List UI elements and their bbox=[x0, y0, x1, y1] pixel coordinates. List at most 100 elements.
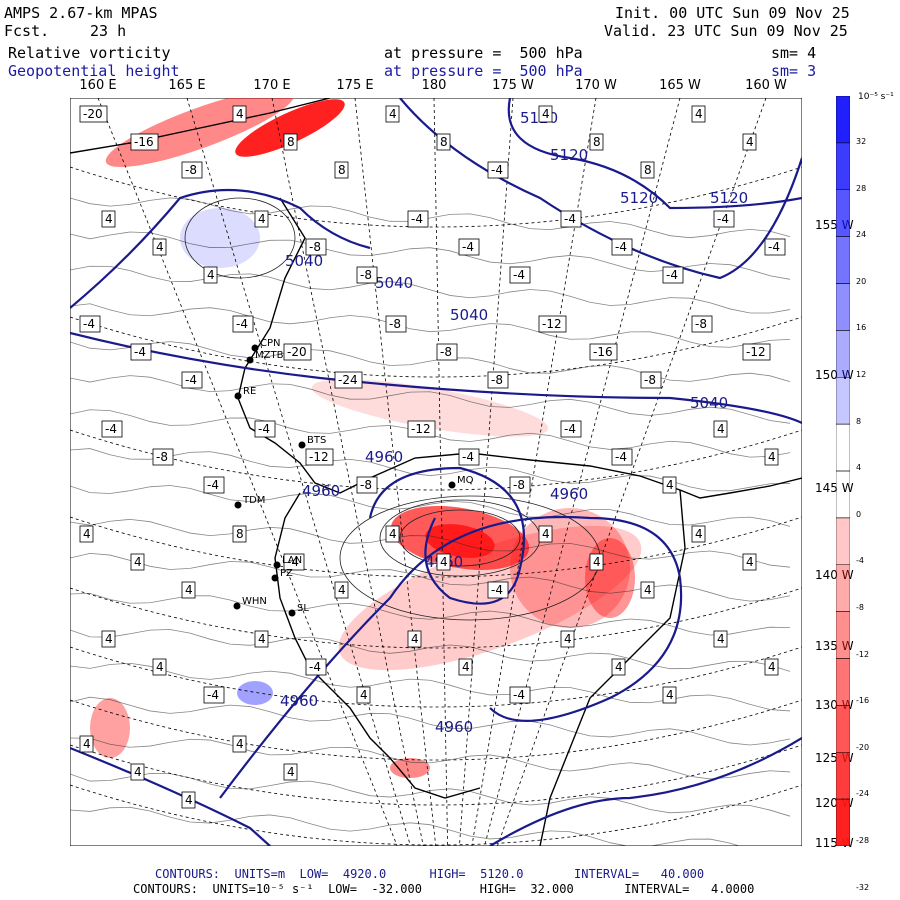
vorticity-fill bbox=[237, 681, 273, 705]
vorticity-label-box bbox=[101, 210, 116, 228]
height-label: 5040 bbox=[375, 274, 413, 292]
vorticity-label: 4 bbox=[746, 555, 754, 569]
colorbar-cell bbox=[836, 283, 850, 331]
colorbar-cell bbox=[836, 798, 850, 846]
colorbar-cell bbox=[836, 752, 850, 800]
vorticity-label: -20 bbox=[287, 345, 307, 359]
station-dot bbox=[234, 392, 242, 400]
vorticity-label: 4 bbox=[134, 555, 142, 569]
height-contour bbox=[70, 188, 371, 309]
vorticity-label: -4 bbox=[564, 212, 576, 226]
vorticity-label-box bbox=[742, 133, 757, 151]
vorticity-label: 4 bbox=[542, 527, 550, 541]
vorticity-label-box bbox=[538, 315, 567, 333]
vorticity-label: 4 bbox=[83, 527, 91, 541]
vorticity-label: 4 bbox=[156, 660, 164, 674]
colorbar-cell bbox=[836, 423, 850, 472]
colorbar-tick: -24 bbox=[856, 789, 870, 799]
latitude-circle bbox=[70, 316, 802, 378]
vorticity-label-box bbox=[589, 553, 604, 571]
vorticity-label-box bbox=[254, 420, 276, 438]
field1-name: Relative vorticity bbox=[8, 44, 171, 62]
lon-label: 175 W bbox=[492, 78, 534, 93]
vorticity-contour bbox=[70, 696, 791, 746]
vorticity-label-box bbox=[662, 476, 677, 494]
vorticity-label: -8 bbox=[309, 240, 321, 254]
vorticity-label: 4 bbox=[360, 688, 368, 702]
vorticity-label-box bbox=[713, 630, 728, 648]
colorbar-cell bbox=[836, 236, 850, 284]
colorbar-cell bbox=[836, 470, 850, 519]
station-dot bbox=[234, 501, 242, 509]
vorticity-label: -4 bbox=[717, 212, 729, 226]
model-name: AMPS 2.67-km MPAS bbox=[4, 4, 158, 22]
coastline-path bbox=[274, 492, 481, 799]
height-label: 5120 bbox=[710, 189, 748, 207]
colorbar-tick: -4 bbox=[856, 556, 864, 566]
vorticity-label-box bbox=[436, 133, 451, 151]
vorticity-label: 8 bbox=[338, 163, 346, 177]
vorticity-label-box bbox=[283, 133, 298, 151]
vorticity-label: -4 bbox=[513, 688, 525, 702]
station-label: TDM bbox=[242, 495, 265, 506]
field2-smoothing: sm= 3 bbox=[771, 62, 817, 80]
vorticity-label-box bbox=[560, 420, 582, 438]
forecast-label: Fcst. bbox=[4, 22, 50, 40]
vorticity-label: 4 bbox=[389, 107, 397, 121]
latitude-circle bbox=[70, 699, 802, 761]
meridian-line bbox=[459, 98, 514, 846]
vorticity-label-box bbox=[232, 735, 247, 753]
lon-label: 170 W bbox=[575, 78, 617, 93]
vorticity-label-box bbox=[305, 658, 327, 676]
vorticity-label: 8 bbox=[287, 135, 295, 149]
vorticity-label: 4 bbox=[768, 660, 776, 674]
coastline-path bbox=[539, 489, 686, 846]
station-label: PZ bbox=[280, 568, 293, 579]
vorticity-label: 4 bbox=[717, 632, 725, 646]
station-label: CPN bbox=[260, 338, 281, 349]
vorticity-label-box bbox=[232, 315, 254, 333]
vorticity-label: -4 bbox=[236, 317, 248, 331]
vorticity-label: 4 bbox=[236, 107, 244, 121]
height-contour bbox=[219, 515, 683, 799]
lon-label: 160 E bbox=[79, 78, 117, 93]
station-dot bbox=[288, 609, 296, 617]
vorticity-contour bbox=[70, 197, 791, 239]
vorticity-label-box bbox=[130, 553, 145, 571]
vorticity-label-box bbox=[764, 238, 786, 256]
colorbar-cell bbox=[836, 330, 850, 378]
vorticity-label-box bbox=[509, 476, 531, 494]
vorticity-label-box bbox=[79, 735, 94, 753]
vorticity-label-box bbox=[283, 343, 312, 361]
colorbar-cell bbox=[836, 142, 850, 190]
vorticity-fill bbox=[311, 379, 549, 437]
height-label: 5040 bbox=[450, 306, 488, 324]
vorticity-label: -4 bbox=[105, 422, 117, 436]
vorticity-label: 8 bbox=[644, 163, 652, 177]
height-label: 4960 bbox=[302, 482, 340, 500]
vorticity-label-box bbox=[79, 105, 108, 123]
vorticity-label-box bbox=[640, 581, 655, 599]
vorticity-label: -4 bbox=[185, 373, 197, 387]
colorbar-tick: 0 bbox=[856, 509, 862, 519]
meridian-line bbox=[186, 98, 411, 846]
vorticity-label-box bbox=[152, 448, 174, 466]
station-label: WHN bbox=[242, 596, 267, 607]
colorbar-tick: 32 bbox=[856, 137, 867, 146]
vorticity-label-box bbox=[232, 105, 247, 123]
vorticity-label-box bbox=[356, 686, 371, 704]
vorticity-label-box bbox=[764, 448, 779, 466]
vorticity-label: -16 bbox=[134, 135, 154, 149]
lon-label: 170 E bbox=[253, 78, 291, 93]
vorticity-label: 4 bbox=[564, 632, 572, 646]
vorticity-label: -4 bbox=[309, 660, 321, 674]
vorticity-label-box bbox=[407, 630, 422, 648]
colorbar-units: 10⁻⁵ s⁻¹ bbox=[858, 92, 894, 102]
vorticity-label-box bbox=[509, 266, 531, 284]
vorticity-label-box bbox=[203, 476, 225, 494]
vorticity-label-box bbox=[560, 210, 582, 228]
vorticity-label-box bbox=[713, 210, 735, 228]
vorticity-label-box bbox=[152, 658, 167, 676]
height-contour bbox=[489, 737, 802, 846]
station-label: RE bbox=[243, 386, 256, 397]
